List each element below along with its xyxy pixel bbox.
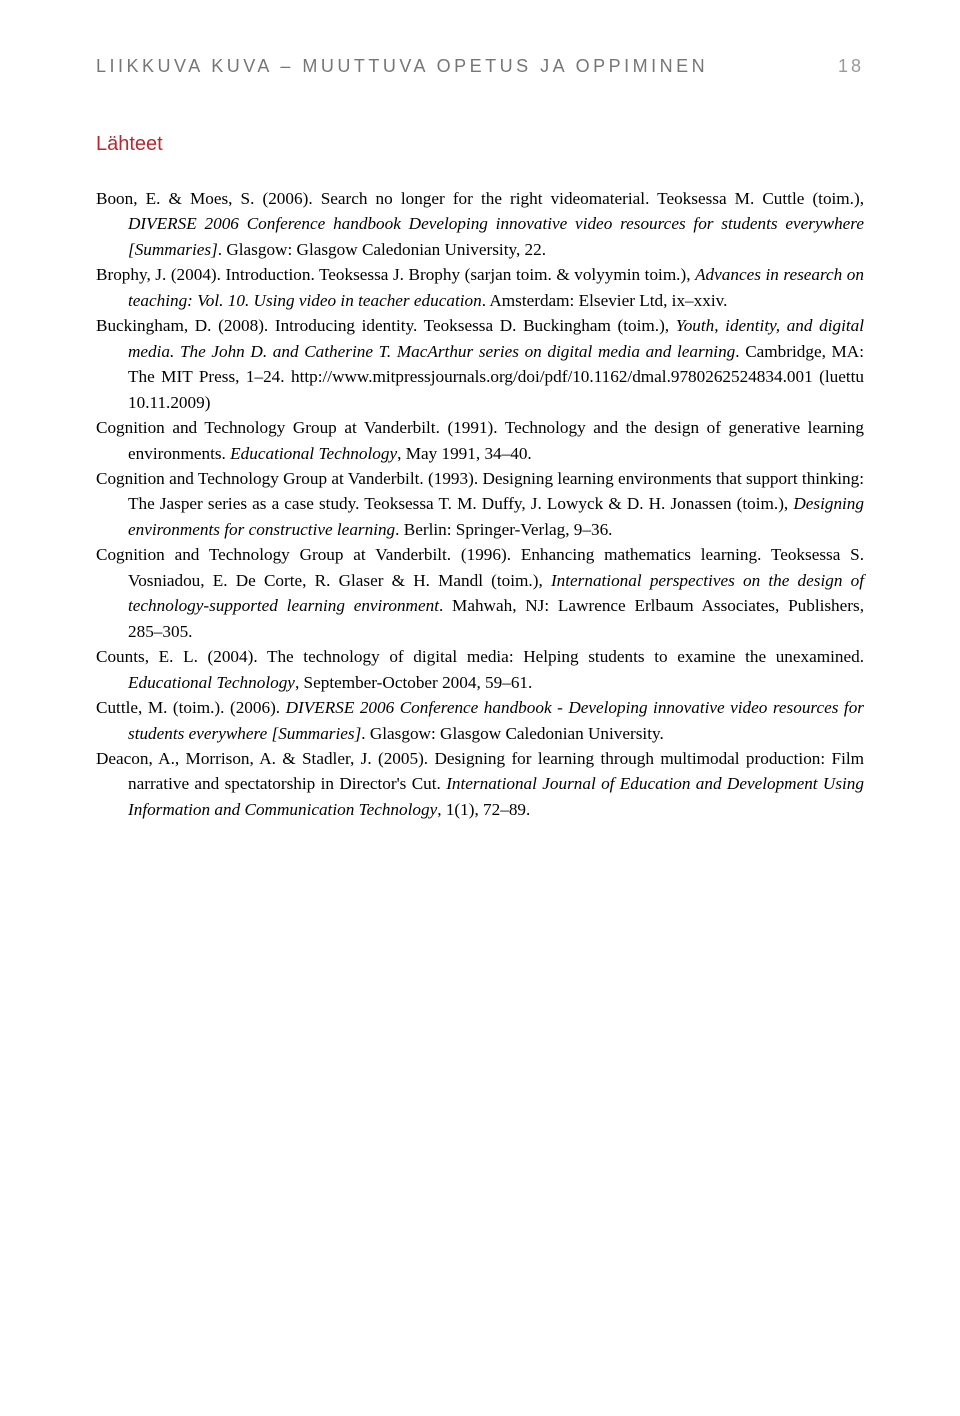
section-title: Lähteet: [96, 133, 864, 156]
reference-item: Deacon, A., Morrison, A. & Stadler, J. (…: [96, 746, 864, 822]
reference-item: Cuttle, M. (toim.). (2006). DIVERSE 2006…: [96, 695, 864, 746]
reference-item: Cognition and Technology Group at Vander…: [96, 415, 864, 466]
references-list: Boon, E. & Moes, S. (2006). Search no lo…: [96, 186, 864, 822]
reference-item: Buckingham, D. (2008). Introducing ident…: [96, 313, 864, 415]
reference-item: Counts, E. L. (2004). The technology of …: [96, 644, 864, 695]
reference-item: Boon, E. & Moes, S. (2006). Search no lo…: [96, 186, 864, 262]
reference-item: Brophy, J. (2004). Introduction. Teokses…: [96, 262, 864, 313]
reference-item: Cognition and Technology Group at Vander…: [96, 542, 864, 644]
page-number: 18: [838, 56, 864, 77]
page-header: LIIKKUVA KUVA – MUUTTUVA OPETUS JA OPPIM…: [96, 56, 864, 77]
reference-item: Cognition and Technology Group at Vander…: [96, 466, 864, 542]
running-title: LIIKKUVA KUVA – MUUTTUVA OPETUS JA OPPIM…: [96, 56, 708, 77]
